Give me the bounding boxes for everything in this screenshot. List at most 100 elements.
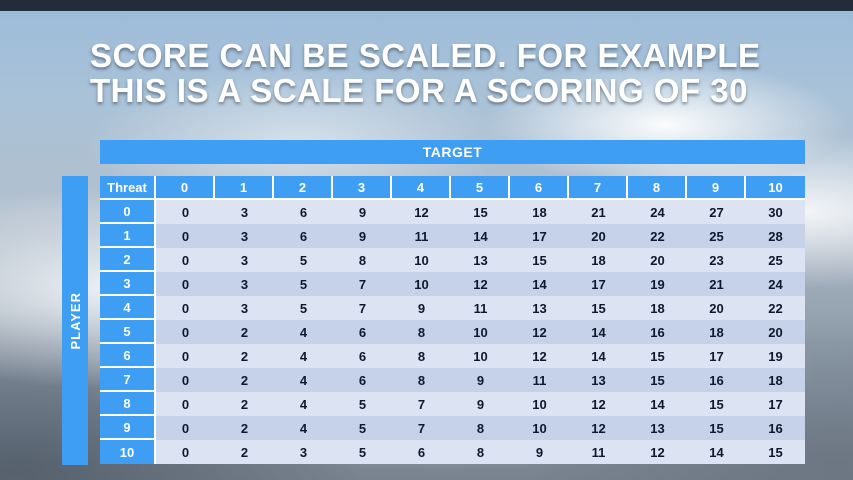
score-table: Threat 0 1 2 3 4 5 6 7 8 9 10 0 0 3 6 9 12 15 18 21 24 27 30 1 0 3… [100,176,805,464]
top-accent-bar [0,0,853,11]
score-cell: 2 [215,416,274,440]
score-cell: 12 [569,392,628,416]
score-cell: 2 [215,392,274,416]
row-label-7: 7 [100,368,156,392]
score-cell: 20 [687,296,746,320]
score-cell: 28 [746,224,805,248]
score-cell: 0 [156,248,215,272]
score-cell: 8 [333,248,392,272]
score-cell: 18 [746,368,805,392]
score-cell: 5 [333,440,392,464]
score-cell: 10 [392,272,451,296]
score-cell: 14 [451,224,510,248]
score-cell: 5 [274,296,333,320]
column-header-3: 3 [333,176,392,200]
slide-title: SCORE CAN BE SCALED. FOR EXAMPLE THIS IS… [90,38,761,108]
score-cell: 0 [156,224,215,248]
score-cell: 3 [215,296,274,320]
score-cell: 0 [156,416,215,440]
score-cell: 20 [746,320,805,344]
column-header-1: 1 [215,176,274,200]
target-axis-header: TARGET [100,140,805,164]
score-cell: 24 [746,272,805,296]
score-cell: 0 [156,272,215,296]
score-cell: 6 [333,320,392,344]
score-cell: 13 [569,368,628,392]
score-cell: 10 [451,320,510,344]
score-cell: 6 [274,200,333,224]
score-cell: 22 [628,224,687,248]
column-header-8: 8 [628,176,687,200]
score-cell: 7 [333,296,392,320]
score-cell: 0 [156,296,215,320]
score-cell: 10 [510,392,569,416]
score-cell: 25 [687,224,746,248]
target-axis-label: TARGET [422,144,483,160]
score-cell: 8 [451,416,510,440]
score-cell: 3 [215,224,274,248]
score-cell: 5 [274,272,333,296]
score-cell: 14 [687,440,746,464]
score-cell: 15 [687,392,746,416]
score-cell: 10 [451,344,510,368]
column-header-10: 10 [746,176,805,200]
score-cell: 12 [569,416,628,440]
score-cell: 20 [569,224,628,248]
score-cell: 7 [392,416,451,440]
score-cell: 16 [687,368,746,392]
score-cell: 3 [215,248,274,272]
score-cell: 19 [746,344,805,368]
score-cell: 0 [156,368,215,392]
score-cell: 3 [215,272,274,296]
score-cell: 19 [628,272,687,296]
score-cell: 17 [746,392,805,416]
score-cell: 6 [392,440,451,464]
score-cell: 14 [628,392,687,416]
score-cell: 24 [628,200,687,224]
corner-header-threat: Threat [100,176,156,200]
score-cell: 0 [156,344,215,368]
score-cell: 3 [215,200,274,224]
slide-title-line-2: THIS IS A SCALE FOR A SCORING OF 30 [90,72,749,109]
score-cell: 20 [628,248,687,272]
score-cell: 7 [333,272,392,296]
score-cell: 13 [451,248,510,272]
score-cell: 10 [392,248,451,272]
score-cell: 15 [628,344,687,368]
score-cell: 11 [451,296,510,320]
score-cell: 15 [628,368,687,392]
score-cell: 9 [451,368,510,392]
score-cell: 15 [746,440,805,464]
score-cell: 14 [510,272,569,296]
column-header-0: 0 [156,176,215,200]
row-label-5: 5 [100,320,156,344]
row-label-3: 3 [100,272,156,296]
score-cell: 18 [569,248,628,272]
score-cell: 0 [156,392,215,416]
player-axis-label: PLAYER [67,291,83,350]
score-cell: 21 [687,272,746,296]
score-cell: 2 [215,344,274,368]
row-label-6: 6 [100,344,156,368]
score-cell: 23 [687,248,746,272]
column-header-2: 2 [274,176,333,200]
score-cell: 16 [628,320,687,344]
score-cell: 5 [333,392,392,416]
score-cell: 12 [510,320,569,344]
column-header-6: 6 [510,176,569,200]
score-cell: 6 [333,368,392,392]
score-cell: 9 [333,200,392,224]
score-cell: 0 [156,320,215,344]
score-cell: 15 [687,416,746,440]
row-label-2: 2 [100,248,156,272]
score-cell: 2 [215,440,274,464]
slide-title-line-1: SCORE CAN BE SCALED. FOR EXAMPLE [90,37,761,74]
score-cell: 12 [628,440,687,464]
row-label-8: 8 [100,392,156,416]
row-label-4: 4 [100,296,156,320]
score-cell: 2 [215,320,274,344]
score-cell: 9 [333,224,392,248]
score-cell: 4 [274,416,333,440]
row-label-10: 10 [100,440,156,464]
score-cell: 18 [628,296,687,320]
